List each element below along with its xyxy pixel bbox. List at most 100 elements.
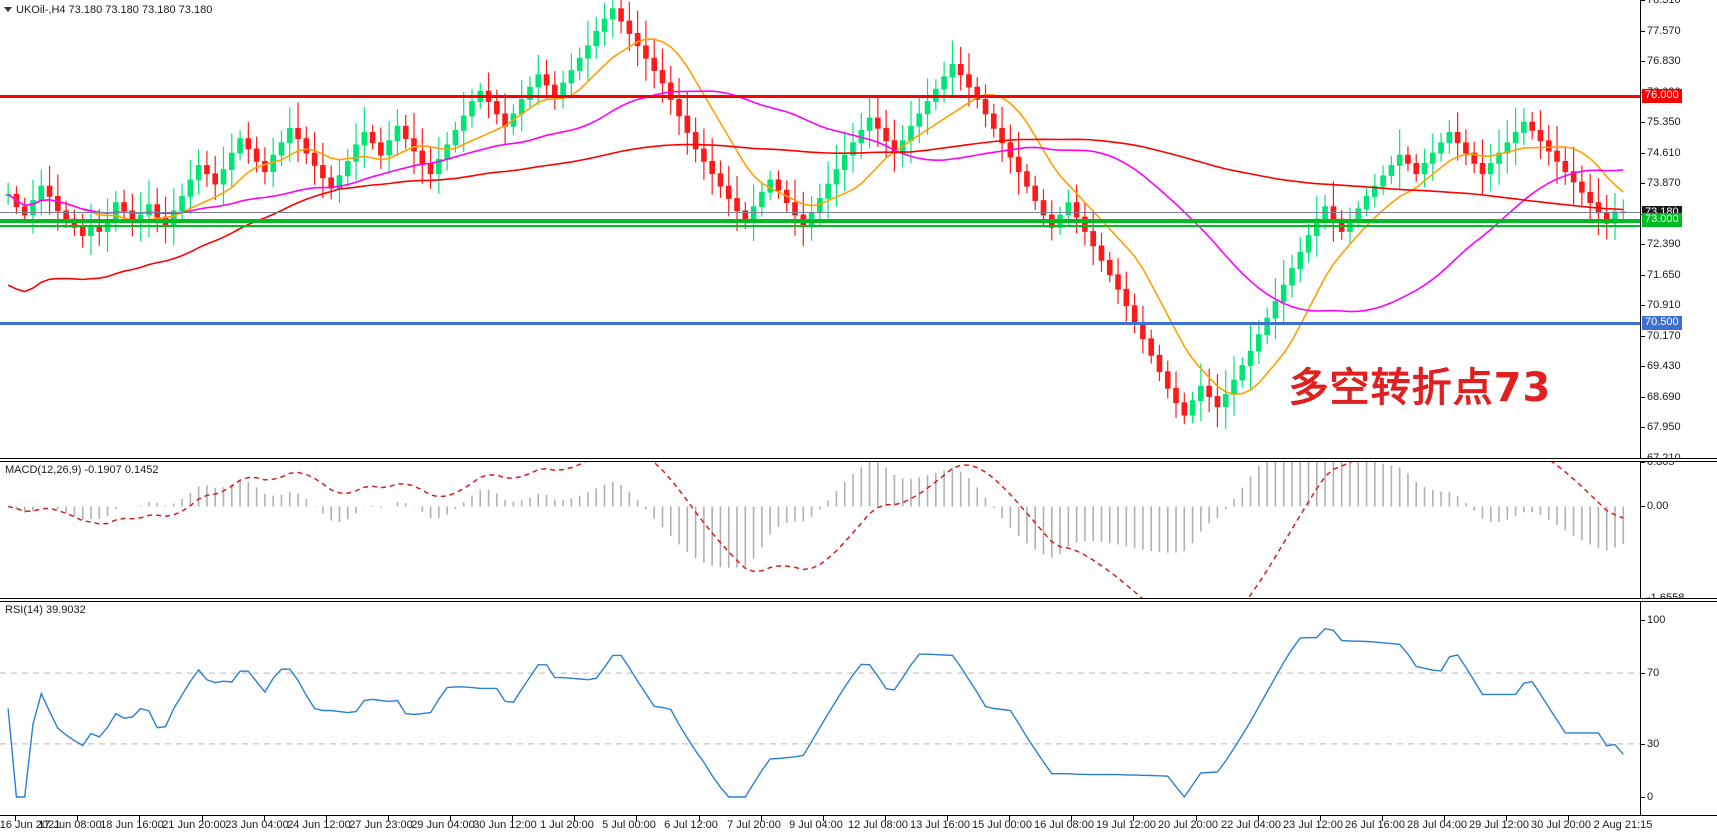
price-pane[interactable]: 78.31077.57076.83076.09075.35074.61073.8…	[0, 0, 1717, 458]
time-tick-mark	[699, 816, 700, 821]
rsi-y-tick: 0	[1640, 792, 1653, 803]
rsi-label: RSI(14) 39.9032	[5, 604, 86, 616]
rsi-series-svg	[0, 627, 1640, 799]
time-tick-mark	[1196, 816, 1197, 821]
time-tick-mark	[326, 816, 327, 821]
time-axis[interactable]: 16 Jun 2021 17 Jun 08:00 18 Jun 16:00 21 Ju…	[0, 815, 1717, 837]
rsi-y-tick: 30	[1640, 738, 1659, 750]
time-tick-mark	[139, 816, 140, 821]
time-tick-mark	[1009, 816, 1010, 821]
level-line-support-73[interactable]	[0, 219, 1640, 224]
price-y-tick: 76.830	[1640, 56, 1681, 67]
time-tick-mark	[761, 816, 762, 821]
time-tick-label: 29 Jun 04:00	[411, 819, 475, 831]
time-tick-mark	[1382, 816, 1383, 821]
time-tick-mark	[450, 816, 451, 821]
time-tick-mark	[574, 816, 575, 821]
pane-separator-2	[0, 598, 1717, 602]
time-tick-label: 30 Jul 20:00	[1531, 819, 1591, 831]
time-tick-mark	[1258, 816, 1259, 821]
time-tick-label: 20 Jul 20:00	[1158, 819, 1218, 831]
rsi-y-tick: 70	[1640, 668, 1659, 679]
time-tick-mark	[264, 816, 265, 821]
time-tick-mark	[15, 816, 16, 821]
macd-y-tick: 0.00	[1640, 501, 1668, 512]
time-tick-label: 17 Jun 08:00	[38, 819, 102, 831]
price-tag-73.000: 73.000	[1642, 213, 1682, 228]
price-y-tick: 67.210	[1640, 453, 1681, 459]
time-tick-mark	[1071, 816, 1072, 821]
time-tick-label: 22 Jul 04:00	[1221, 819, 1281, 831]
price-y-axis[interactable]	[1640, 0, 1717, 458]
time-tick-label: 9 Jul 04:00	[789, 819, 843, 831]
time-tick-label: 23 Jun 04:00	[225, 819, 289, 831]
time-tick-label: 7 Jul 20:00	[727, 819, 781, 831]
time-tick-label: 15 Jul 00:00	[972, 819, 1032, 831]
time-tick-label: 16 Jul 08:00	[1034, 819, 1094, 831]
price-y-tick: 69.430	[1640, 361, 1681, 372]
time-tick-label: 19 Jul 12:00	[1096, 819, 1156, 831]
price-y-tick: 73.870	[1640, 178, 1681, 189]
macd-series-svg	[7, 462, 1625, 598]
time-tick-mark	[388, 816, 389, 821]
price-y-tick: 70.170	[1640, 330, 1681, 342]
time-tick-label: 23 Jul 12:00	[1283, 819, 1343, 831]
time-tick-mark	[885, 816, 886, 821]
macd-axis-line	[1640, 462, 1641, 598]
time-tick-mark	[202, 816, 203, 821]
price-y-tick: 67.950	[1640, 422, 1681, 433]
rsi-plot-area[interactable]	[0, 602, 1640, 815]
price-y-tick: 70.910	[1640, 300, 1681, 311]
macd-plot-area[interactable]	[0, 462, 1640, 598]
time-tick-mark	[636, 816, 637, 821]
level-line-support-70-5[interactable]	[0, 322, 1640, 326]
time-tick-label: 2 Aug 21:15	[1593, 819, 1653, 831]
rsi-pane[interactable]: RSI(14) 39.9032 100 70 30 0	[0, 602, 1717, 815]
time-tick-mark	[1133, 816, 1134, 821]
time-tick-mark	[512, 816, 513, 821]
time-tick-label: 12 Jul 08:00	[848, 819, 908, 831]
time-tick-label: 16 Jun 2021	[0, 819, 61, 831]
price-tag-76.000: 76.000	[1642, 89, 1682, 104]
price-axis-line	[1640, 0, 1641, 458]
level-line-support-73-bid[interactable]	[0, 211, 1640, 213]
macd-pane[interactable]: MACD(12,26,9) -0.1907 0.1452 0.805 0.00 -1…	[0, 462, 1717, 598]
time-tick-label: 5 Jul 00:00	[602, 819, 656, 831]
time-tick-label: 13 Jul 16:00	[910, 819, 970, 831]
time-tick-label: 21 Jun 20:00	[162, 819, 226, 831]
price-y-tick: 77.570	[1640, 25, 1681, 37]
level-line-support-72-85[interactable]	[0, 224, 1640, 227]
price-y-tick: 72.390	[1640, 239, 1681, 250]
time-tick-label: 1 Jul 20:00	[540, 819, 594, 831]
macd-y-axis[interactable]	[1640, 462, 1717, 598]
triangle-down-icon[interactable]	[4, 7, 12, 12]
price-plot-area[interactable]	[0, 0, 1640, 458]
chart-annotation: 多空转折点73	[1288, 365, 1552, 411]
macd-y-tick: 0.805	[1640, 462, 1675, 468]
pane-separator-1	[0, 458, 1717, 462]
time-tick-label: 26 Jul 16:00	[1345, 819, 1405, 831]
time-tick-mark	[77, 816, 78, 821]
time-tick-label: 27 Jun 23:00	[349, 819, 413, 831]
time-tick-label: 18 Jun 16:00	[100, 819, 164, 831]
rsi-y-tick: 100	[1640, 615, 1665, 626]
time-tick-label: 29 Jul 12:00	[1469, 819, 1529, 831]
price-y-tick: 78.310	[1640, 0, 1681, 6]
price-y-tick: 74.610	[1640, 147, 1681, 159]
time-tick-mark	[1568, 816, 1569, 821]
time-tick-label: 30 Jun 12:00	[473, 819, 537, 831]
time-tick-label: 24 Jun 12:00	[287, 819, 351, 831]
level-line-resistance-76[interactable]	[0, 95, 1640, 99]
time-tick-mark	[947, 816, 948, 821]
price-y-tick: 71.650	[1640, 269, 1681, 281]
price-y-tick: 75.350	[1640, 117, 1681, 128]
time-tick-mark	[1444, 816, 1445, 821]
time-tick-label: 28 Jul 04:00	[1407, 819, 1467, 831]
rsi-y-axis[interactable]	[1640, 602, 1717, 815]
time-tick-mark	[823, 816, 824, 821]
macd-y-tick: -1.6558	[1640, 593, 1684, 599]
price-y-tick: 68.690	[1640, 391, 1681, 403]
macd-label: MACD(12,26,9) -0.1907 0.1452	[5, 464, 159, 476]
price-tag-70.500: 70.500	[1642, 316, 1682, 331]
